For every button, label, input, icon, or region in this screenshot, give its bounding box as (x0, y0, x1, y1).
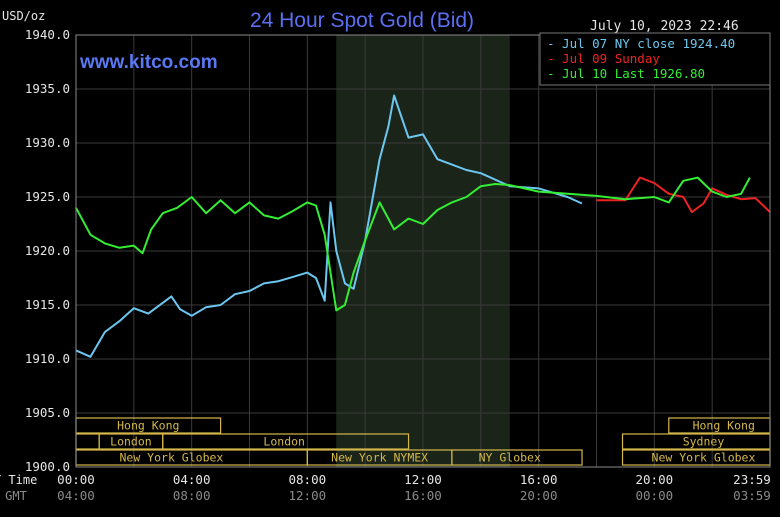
y-tick-label: 1930.0 (25, 135, 70, 150)
ny-time-label: NY Time (0, 473, 37, 487)
x-tick-label-ny: 04:00 (173, 472, 211, 487)
legend-entry-jul07: - Jul 07 NY close 1924.40 (547, 36, 735, 51)
y-tick-label: 1940.0 (25, 27, 70, 42)
y-tick-label: 1905.0 (25, 405, 70, 420)
gmt-label: GMT (5, 489, 27, 503)
x-tick-label-ny: 08:00 (289, 472, 327, 487)
series-line-jul07 (75, 94, 583, 358)
x-tick-label-ny: 00:00 (57, 472, 95, 487)
y-tick-label: 1920.0 (25, 243, 70, 258)
x-tick-label-gmt: 16:00 (404, 488, 442, 503)
session-label: New York Globex (652, 451, 756, 465)
legend: - Jul 07 NY close 1924.40 - Jul 09 Sunda… (539, 32, 771, 86)
y-tick-label: 1935.0 (25, 81, 70, 96)
y-tick-label: 1900.0 (25, 459, 70, 474)
y-tick-label: 1910.0 (25, 351, 70, 366)
plot-frame (75, 34, 771, 468)
session-label: Hong Kong (117, 419, 179, 433)
x-tick-label-gmt: 12:00 (289, 488, 327, 503)
x-tick-label-ny: 23:59 (733, 472, 771, 487)
session-box (162, 433, 410, 450)
session-label: NY Globex (479, 451, 541, 465)
x-tick-label-gmt: 03:59 (733, 488, 771, 503)
y-axis-unit: USD/oz (2, 9, 45, 23)
series-line-jul10 (75, 176, 751, 312)
session-box (451, 449, 583, 466)
session-label: New York NYMEX (331, 451, 428, 465)
series-line-jul09 (596, 176, 771, 214)
x-tick-label-ny: 16:00 (520, 472, 558, 487)
x-tick-label-gmt: 20:00 (520, 488, 558, 503)
chart-date: July 10, 2023 22:46 (590, 19, 739, 34)
x-tick-label-gmt: 00:00 (636, 488, 674, 503)
y-tick-label: 1925.0 (25, 189, 70, 204)
chart-title: 24 Hour Spot Gold (Bid) (250, 9, 474, 32)
y-axis-ticks: 1900.0 1905.0 1910.0 1915.0 1920.0 1925.0 1930… (25, 27, 70, 474)
x-tick-label-gmt: 04:00 (57, 488, 95, 503)
site-link[interactable]: www.kitco.com (79, 52, 218, 73)
legend-entry-jul10: - Jul 10 Last 1926.80 (547, 66, 705, 81)
x-axis-ticks: 00:00 04:00 08:00 12:00 16:00 20:00 23:5904:00… (57, 472, 771, 503)
y-tick-label: 1915.0 (25, 297, 70, 312)
x-tick-label-ny: 20:00 (636, 472, 674, 487)
x-tick-label-ny: 12:00 (404, 472, 442, 487)
session-label: London (110, 435, 152, 449)
session-label: London (263, 435, 305, 449)
session-label: New York Globex (119, 451, 223, 465)
series-lines (75, 94, 771, 358)
x-tick-label-gmt: 08:00 (173, 488, 211, 503)
session-label: Hong Kong (693, 419, 755, 433)
session-label: Sydney (683, 435, 725, 449)
legend-entry-jul09: - Jul 09 Sunday (547, 51, 660, 66)
legend-box (539, 32, 771, 86)
